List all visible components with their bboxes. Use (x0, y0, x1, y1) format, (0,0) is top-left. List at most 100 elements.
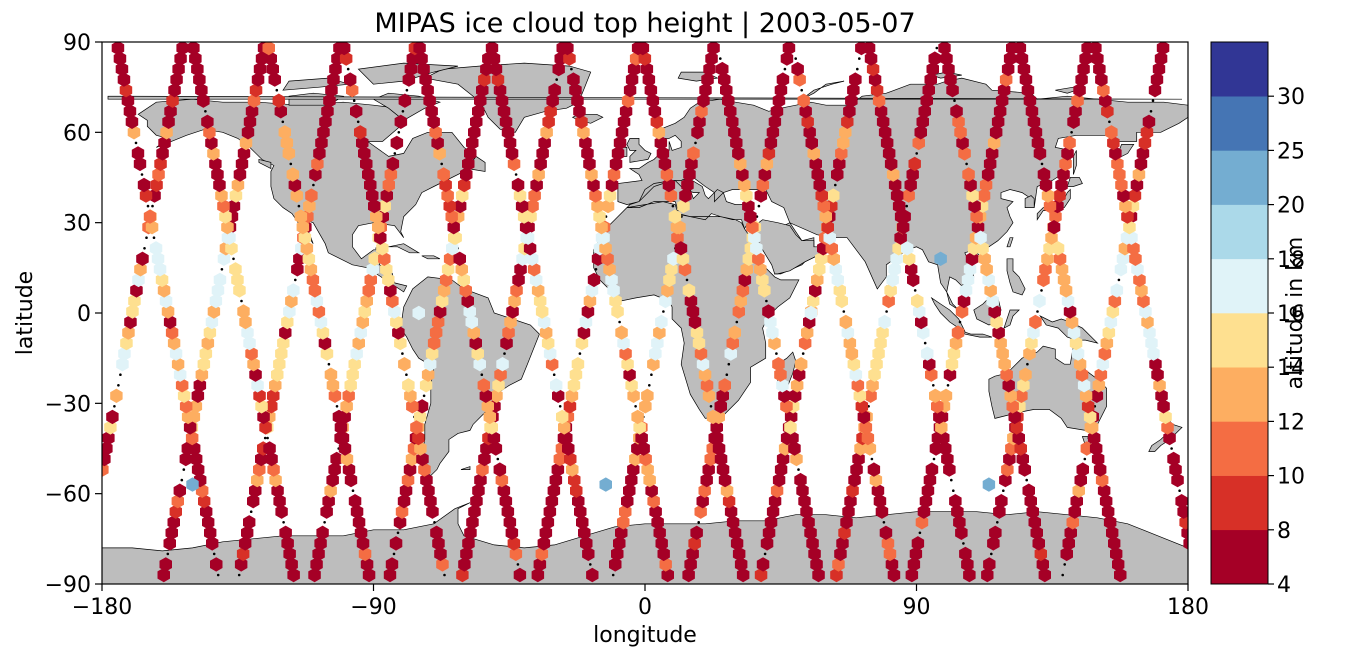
cloud-point-1124 (862, 42, 876, 56)
cloud-point-162 (384, 167, 398, 182)
cloud-point-1020 (746, 220, 759, 235)
cloud-point-1101 (913, 304, 926, 319)
orbit-track-dot-1175 (870, 457, 874, 461)
cloud-point-803 (337, 42, 351, 56)
cloud-point-983 (650, 114, 664, 129)
colorbar: 4 8 10 12 14 16 18 20 25 30 (1210, 41, 1305, 598)
cloud-point-212 (474, 93, 487, 108)
cloud-point-153 (364, 272, 377, 288)
cloud-point-1052 (851, 378, 865, 393)
cloud-point-886 (505, 146, 519, 161)
cloud-point-55 (205, 314, 219, 330)
cloud-point-654 (151, 251, 165, 266)
cloud-point-500 (921, 483, 935, 498)
cloud-point-1209 (1033, 146, 1047, 161)
cloud-point-429 (815, 251, 828, 266)
cloud-point-7 (116, 357, 129, 372)
cloud-point-828 (459, 283, 472, 298)
cloud-point-615 (1132, 167, 1146, 182)
cloud-point-404 (762, 525, 776, 540)
cloud-point-300 (605, 177, 619, 193)
cloud-point-1187 (1083, 409, 1097, 425)
land-falklands (460, 466, 471, 470)
cloud-point-974 (670, 220, 684, 235)
orbit-track-dot-499 (858, 57, 861, 60)
cloud-point-545 (995, 494, 1008, 509)
cloud-point-1201 (1055, 262, 1069, 277)
colorbar-segment-7 (1211, 150, 1268, 205)
cloud-point-426 (809, 283, 822, 298)
land-philippines (1006, 258, 1026, 296)
cloud-point-876 (527, 262, 541, 277)
cloud-point-439 (837, 135, 850, 151)
cloud-point-789 (372, 220, 385, 235)
cloud-point-1038 (883, 546, 897, 562)
cloud-point-253 (530, 177, 543, 193)
cloud-point-389 (758, 167, 772, 182)
cloud-point-681 (265, 451, 278, 467)
cloud-point-928 (595, 220, 608, 235)
cloud-point-1176 (1106, 525, 1119, 540)
cloud-point-451 (838, 525, 851, 540)
cloud-point-1207 (1039, 177, 1053, 193)
orbit-track-dot-44 (166, 552, 170, 556)
cloud-point-1014 (758, 283, 771, 298)
cloud-point-356 (707, 42, 720, 56)
cloud-point-345 (683, 167, 696, 182)
cloud-point-679 (269, 472, 282, 488)
cloud-point-772 (412, 430, 425, 446)
cloud-point-691 (243, 335, 256, 351)
cloud-point-992 (810, 557, 823, 572)
plot-area (102, 42, 1188, 584)
cloud-point-35 (157, 567, 170, 583)
orbit-track-dot-1408 (1108, 120, 1111, 124)
cloud-point-840 (431, 135, 444, 151)
land-arabia-cut (750, 219, 824, 275)
cloud-point-503 (929, 441, 943, 456)
cloud-point-761 (436, 557, 449, 572)
cloud-point-592 (1076, 462, 1089, 477)
cloud-point-534 (995, 93, 1009, 108)
cloud-point-599 (1096, 357, 1110, 372)
cloud-point-922 (607, 283, 620, 298)
cloud-point-8 (118, 346, 131, 361)
colorbar-tick-label-6: 18 (1277, 248, 1305, 273)
cloud-point-141 (340, 399, 353, 414)
cloud-point-1168 (944, 72, 957, 87)
cloud-point-794 (362, 167, 375, 182)
cloud-point-263 (552, 61, 565, 77)
cloud-point-1085 (953, 515, 966, 530)
cloud-point-925 (601, 251, 614, 266)
orbit-track-dot-699 (1151, 99, 1155, 102)
cloud-point-96 (269, 378, 282, 393)
cloud-point-1212 (1027, 114, 1041, 129)
cloud-point-129 (312, 546, 325, 562)
orbit-track-dot-682 (1117, 278, 1121, 282)
cloud-point-1152 (982, 272, 995, 288)
colorbar-tick-label-9: 30 (1277, 85, 1305, 110)
orbit-track-dot-93 (237, 573, 241, 577)
cloud-point-527 (981, 167, 995, 182)
orbit-track-dot-948 (440, 162, 444, 166)
cloud-point-layer (102, 42, 1188, 583)
orbit-track-dot-570 (946, 384, 950, 387)
cloud-point-301 (607, 167, 621, 182)
cloud-point-509 (943, 367, 957, 382)
cloud-point-608 (1116, 251, 1130, 266)
cloud-point-27 (162, 114, 175, 129)
cloud-point-1068 (817, 198, 830, 214)
cloud-point-1013 (762, 304, 775, 319)
cloud-point-728 (338, 441, 352, 456)
cloud-point-870 (539, 325, 553, 340)
orbit-track-dot-665 (1083, 457, 1087, 461)
cloud-point-71 (239, 135, 253, 151)
cloud-point-309 (623, 83, 637, 98)
cloud-point-651 (157, 283, 171, 298)
cloud-point-1069 (815, 188, 828, 203)
cloud-point-1263 (1091, 51, 1104, 66)
cloud-point-904 (647, 494, 660, 509)
cloud-point-727 (340, 451, 354, 467)
cloud-point-1063 (827, 251, 840, 266)
cloud-point-585 (1062, 536, 1075, 551)
x-tick-label-1: −90 (350, 595, 396, 620)
